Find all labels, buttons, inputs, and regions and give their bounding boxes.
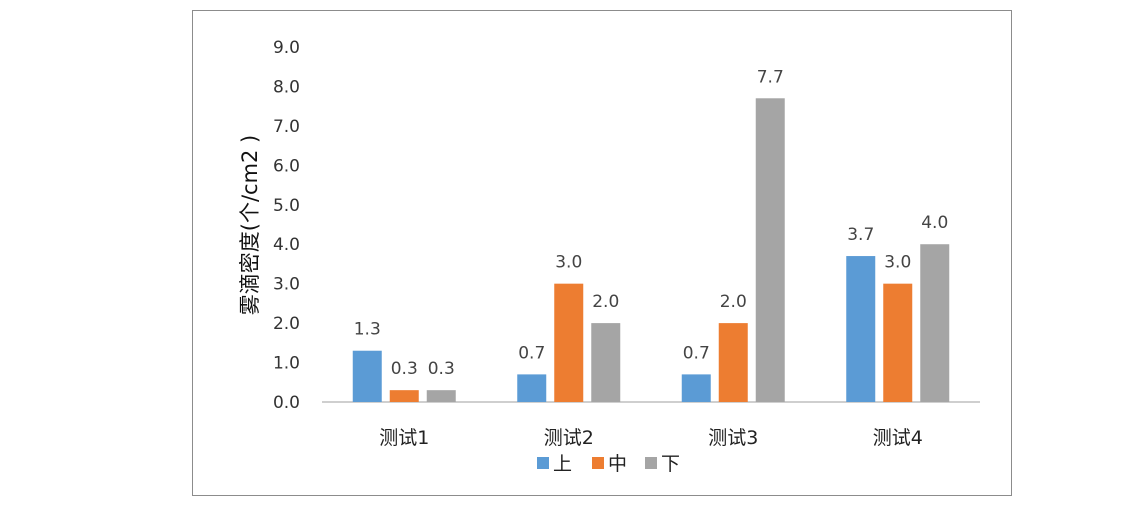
bar — [591, 323, 621, 402]
y-tick-label: 5.0 — [273, 196, 300, 216]
data-label: 3.0 — [555, 253, 582, 273]
data-labels: 1.3 0.3 0.3 0.7 3.0 2.0 0.7 2.0 7.7 3.7 3.0 4.0 — [354, 67, 949, 379]
category-label: 测试2 — [544, 427, 594, 449]
legend-label: 中 — [608, 453, 627, 475]
bar — [426, 390, 456, 402]
data-label: 2.0 — [720, 292, 747, 312]
data-label: 4.0 — [921, 213, 948, 233]
legend-swatch — [645, 457, 657, 469]
y-tick-label: 4.0 — [273, 235, 300, 255]
y-tick-label: 2.0 — [273, 314, 300, 334]
bar — [883, 283, 913, 402]
data-label: 3.7 — [847, 225, 874, 245]
bar — [352, 350, 382, 402]
bar — [554, 283, 584, 402]
bar — [718, 323, 748, 402]
bar — [755, 98, 785, 403]
category-labels: 测试1 测试2 测试3 测试4 — [379, 427, 923, 449]
y-tick-label: 9.0 — [273, 38, 300, 58]
legend-swatch — [537, 457, 549, 469]
category-label: 测试1 — [379, 427, 429, 449]
data-label: 3.0 — [884, 253, 911, 273]
data-label: 1.3 — [354, 320, 381, 340]
bar — [389, 390, 419, 402]
bar — [517, 374, 547, 402]
bar — [846, 256, 876, 402]
chart-frame — [192, 10, 1012, 496]
legend-swatch — [592, 457, 604, 469]
data-label: 7.7 — [757, 67, 784, 87]
legend: 上中下 — [537, 453, 680, 475]
data-label: 0.3 — [428, 359, 455, 379]
y-tick-label: 7.0 — [273, 117, 300, 137]
category-label: 测试3 — [708, 427, 758, 449]
data-label: 0.7 — [683, 343, 710, 363]
y-tick-label: 3.0 — [273, 275, 300, 295]
bars — [352, 98, 950, 403]
data-label: 0.3 — [391, 359, 418, 379]
legend-label: 下 — [661, 453, 680, 475]
y-tick-label: 1.0 — [273, 354, 300, 374]
y-axis-ticks: 0.0 1.0 2.0 3.0 4.0 5.0 6.0 7.0 8.0 9.0 — [273, 38, 300, 413]
y-axis-label: 雾滴密度(个/cm2 ) — [238, 135, 262, 316]
y-tick-label: 8.0 — [273, 77, 300, 97]
y-tick-label: 0.0 — [273, 393, 300, 413]
category-label: 测试4 — [873, 427, 923, 449]
y-tick-label: 6.0 — [273, 156, 300, 176]
legend-label: 上 — [553, 453, 572, 475]
data-label: 2.0 — [592, 292, 619, 312]
bar — [920, 244, 950, 402]
data-label: 0.7 — [518, 343, 545, 363]
bar — [681, 374, 711, 402]
